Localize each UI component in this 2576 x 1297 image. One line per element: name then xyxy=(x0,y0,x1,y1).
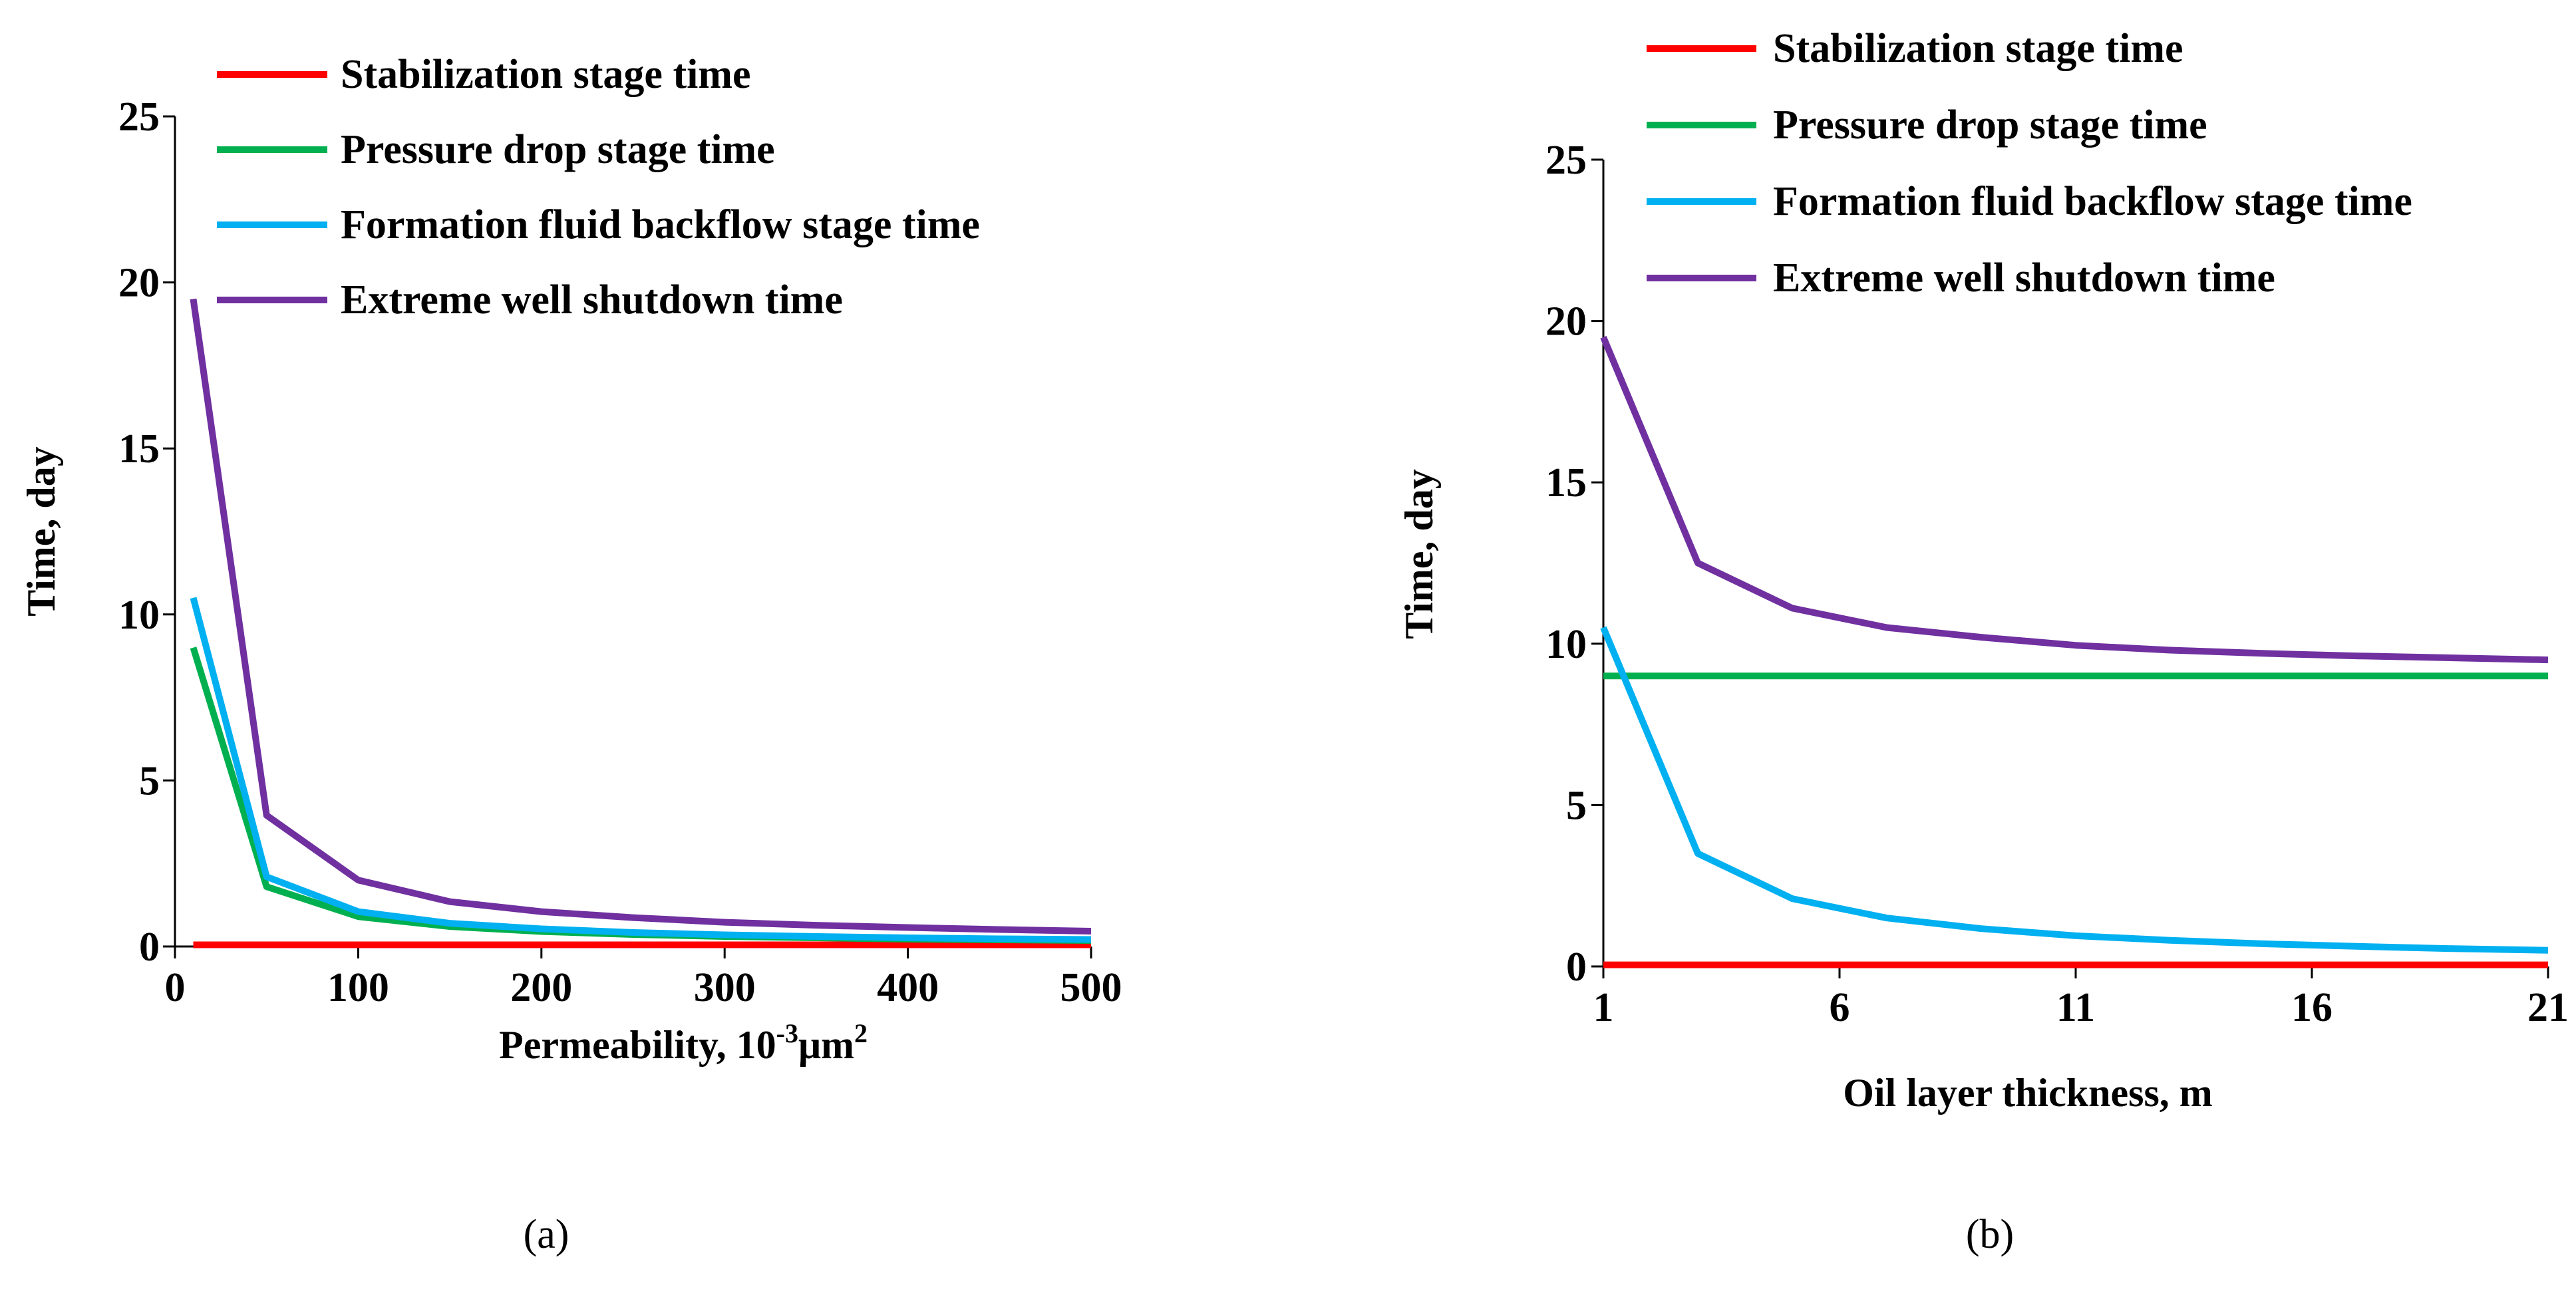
y-tick-label: 15 xyxy=(1545,460,1587,505)
legend-label: Pressure drop stage time xyxy=(1773,102,2207,148)
series-line-formation-fluid-backflow-stage-time xyxy=(1600,626,2549,954)
legend-label: Extreme well shutdown time xyxy=(341,277,843,323)
series-line-formation-fluid-backflow-stage-time xyxy=(190,597,1092,943)
y-tick-label: 0 xyxy=(1566,944,1587,990)
panel-label: (a) xyxy=(524,1212,569,1257)
y-tick-label: 25 xyxy=(1545,138,1587,183)
y-tick-label: 25 xyxy=(118,94,160,140)
y-tick-label: 5 xyxy=(139,758,160,803)
x-tick-label: 21 xyxy=(2527,985,2569,1030)
y-tick-label: 0 xyxy=(139,925,160,970)
y-tick-label: 15 xyxy=(118,426,160,472)
y-tick-label: 20 xyxy=(1545,299,1587,345)
y-tick-label: 20 xyxy=(118,261,160,306)
y-tick-label: 5 xyxy=(1566,783,1587,828)
legend-label: Stabilization stage time xyxy=(341,52,751,97)
legend-label: Stabilization stage time xyxy=(1773,26,2183,71)
x-tick-label: 6 xyxy=(1830,985,1850,1030)
legend-label: Formation fluid backflow stage time xyxy=(1773,179,2412,224)
x-axis-title: Oil layer thickness, m xyxy=(1843,1071,2213,1115)
x-axis-title: Permeability, 10-3μm2 xyxy=(499,1018,868,1067)
y-axis-title: Time, day xyxy=(1397,469,1441,639)
legend-label: Pressure drop stage time xyxy=(341,127,775,172)
x-tick-label: 11 xyxy=(2056,985,2096,1030)
y-tick-label: 10 xyxy=(118,593,160,638)
x-tick-label: 400 xyxy=(877,965,939,1010)
panel-a: 0 5 10 15 20 25 0 100 200 300 400 500 Stabilization … xyxy=(19,52,1122,1257)
x-tick-label: 1 xyxy=(1593,985,1614,1030)
x-tick-label: 200 xyxy=(510,965,572,1010)
x-tick-label: 16 xyxy=(2291,985,2333,1030)
legend-label: Formation fluid backflow stage time xyxy=(341,202,980,247)
x-tick-label: 0 xyxy=(165,965,186,1010)
series-line-extreme-well-shutdown-time xyxy=(1600,335,2549,664)
legend-label: Extreme well shutdown time xyxy=(1773,255,2275,301)
series-line-extreme-well-shutdown-time xyxy=(190,298,1092,935)
x-tick-label: 100 xyxy=(327,965,389,1010)
x-tick-label: 300 xyxy=(694,965,756,1010)
y-axis-title: Time, day xyxy=(19,446,63,617)
y-tick-label: 10 xyxy=(1545,622,1587,667)
panel-label: (b) xyxy=(1966,1212,2014,1257)
x-tick-label: 500 xyxy=(1060,965,1122,1010)
